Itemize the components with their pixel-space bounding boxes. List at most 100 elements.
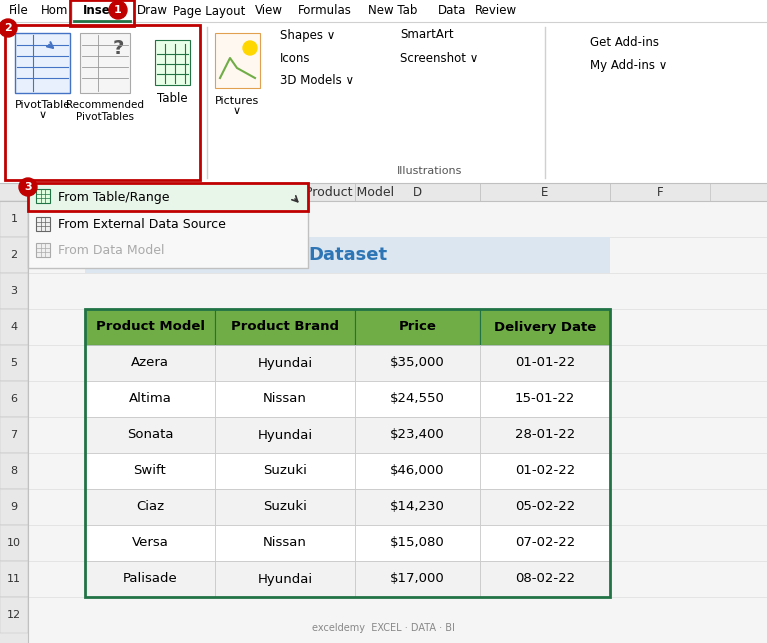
Text: Palisade: Palisade xyxy=(123,572,177,586)
Text: Icons: Icons xyxy=(280,51,311,64)
Text: Draw: Draw xyxy=(137,5,167,17)
Text: 08-02-22: 08-02-22 xyxy=(515,572,575,586)
Text: Ciaz: Ciaz xyxy=(136,500,164,514)
Text: ∨: ∨ xyxy=(233,106,241,116)
Bar xyxy=(355,453,480,489)
Text: Shapes ∨: Shapes ∨ xyxy=(280,28,335,42)
Text: 8: 8 xyxy=(11,466,18,476)
Text: Product Model: Product Model xyxy=(96,320,205,334)
Bar xyxy=(38,0,72,22)
Bar xyxy=(480,489,610,525)
Bar xyxy=(5,25,200,180)
Bar xyxy=(355,489,480,525)
Text: PivotTable: PivotTable xyxy=(15,100,71,110)
Bar xyxy=(355,417,480,453)
Bar xyxy=(85,309,215,345)
Text: Hyundai: Hyundai xyxy=(258,356,313,370)
Bar xyxy=(0,183,28,643)
Bar xyxy=(0,345,28,381)
Bar xyxy=(355,525,480,561)
Bar xyxy=(0,183,767,643)
Bar xyxy=(155,40,190,85)
Bar xyxy=(215,309,355,345)
Text: SmartArt: SmartArt xyxy=(400,28,453,42)
Text: 1: 1 xyxy=(11,214,18,224)
Bar xyxy=(291,0,358,22)
Text: 1: 1 xyxy=(114,5,122,15)
Text: Table: Table xyxy=(156,91,187,105)
Text: E: E xyxy=(542,185,548,199)
Text: From Data Model: From Data Model xyxy=(58,244,164,257)
Text: File: File xyxy=(9,5,29,17)
Text: From Table/Range: From Table/Range xyxy=(58,190,170,203)
Bar xyxy=(85,237,610,273)
Bar xyxy=(215,33,260,88)
Text: Product Brand: Product Brand xyxy=(231,320,339,334)
Circle shape xyxy=(0,19,17,37)
Bar xyxy=(15,33,70,93)
Bar xyxy=(480,561,610,597)
Text: exceldemy  EXCEL · DATA · BI: exceldemy EXCEL · DATA · BI xyxy=(311,623,454,633)
Text: Product Model: Product Model xyxy=(305,185,394,199)
Bar xyxy=(72,0,132,22)
Text: B: B xyxy=(146,185,154,199)
Bar xyxy=(0,0,767,183)
Bar xyxy=(480,381,610,417)
Text: 6: 6 xyxy=(11,394,18,404)
Text: Altima: Altima xyxy=(129,392,172,406)
Text: Get Add-ins: Get Add-ins xyxy=(590,37,659,50)
Bar xyxy=(480,417,610,453)
Bar xyxy=(355,345,480,381)
Text: View: View xyxy=(255,5,283,17)
Text: Suzuki: Suzuki xyxy=(263,464,307,478)
Text: Hyundai: Hyundai xyxy=(258,428,313,442)
Bar xyxy=(0,597,28,633)
Bar xyxy=(480,345,610,381)
Bar xyxy=(0,417,28,453)
Bar xyxy=(36,189,50,203)
Text: 5: 5 xyxy=(11,358,18,368)
Text: 3: 3 xyxy=(25,182,31,192)
Text: Dataset: Dataset xyxy=(308,246,387,264)
Text: Price: Price xyxy=(399,320,436,334)
Bar xyxy=(247,0,291,22)
Text: $46,000: $46,000 xyxy=(390,464,445,478)
Bar xyxy=(85,525,215,561)
Bar xyxy=(85,345,215,381)
Bar xyxy=(215,453,355,489)
Bar xyxy=(472,0,520,22)
Bar xyxy=(358,0,428,22)
Text: Recommended
PivotTables: Recommended PivotTables xyxy=(66,100,144,122)
Text: 9: 9 xyxy=(11,502,18,512)
Bar xyxy=(0,0,38,22)
Text: Azera: Azera xyxy=(131,356,169,370)
Bar xyxy=(215,525,355,561)
Bar xyxy=(355,309,480,345)
Bar xyxy=(36,217,50,231)
Text: Pictures: Pictures xyxy=(215,96,259,106)
Text: $14,230: $14,230 xyxy=(390,500,445,514)
Bar xyxy=(85,381,215,417)
Bar xyxy=(28,183,308,268)
Bar xyxy=(0,561,28,597)
Text: 11: 11 xyxy=(7,574,21,584)
Bar xyxy=(0,183,767,201)
Text: Insert: Insert xyxy=(82,5,122,17)
Bar xyxy=(172,0,247,22)
Text: 05-02-22: 05-02-22 xyxy=(515,500,575,514)
Bar xyxy=(28,183,308,211)
Bar xyxy=(355,381,480,417)
Text: 3: 3 xyxy=(11,286,18,296)
Text: 2: 2 xyxy=(4,23,12,33)
Text: 28-01-22: 28-01-22 xyxy=(515,428,575,442)
Bar xyxy=(85,417,215,453)
Bar xyxy=(132,0,172,22)
Bar xyxy=(480,183,610,201)
Bar xyxy=(0,489,28,525)
Text: Screenshot ∨: Screenshot ∨ xyxy=(400,51,479,64)
Bar xyxy=(480,525,610,561)
Text: Sonata: Sonata xyxy=(127,428,173,442)
Text: ∨: ∨ xyxy=(38,110,47,120)
Bar xyxy=(85,561,215,597)
Text: 4: 4 xyxy=(11,322,18,332)
